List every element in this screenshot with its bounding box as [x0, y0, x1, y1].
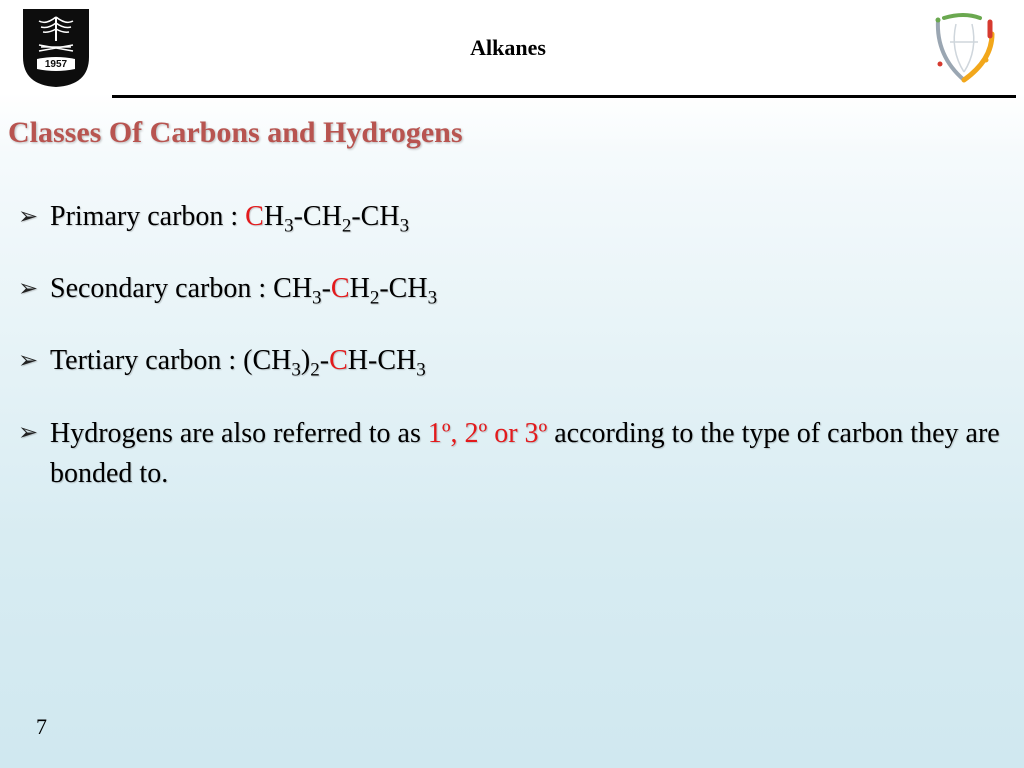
bullet-icon: ➢ — [18, 414, 50, 452]
college-shield-icon — [924, 8, 1004, 88]
bullet-label: Tertiary carbon : — [50, 345, 243, 376]
formula-secondary: CH3-CH2-CH3 — [273, 273, 437, 304]
bullet-icon: ➢ — [18, 342, 50, 380]
chapter-title-wrap: Alkanes — [92, 35, 924, 61]
content-area: ➢ Primary carbon : CH3-CH2-CH3 ➢ Seconda… — [18, 198, 1006, 494]
section-title: Classes Of Carbons and Hydrogens — [8, 116, 1024, 150]
formula-primary: CH3-CH2-CH3 — [245, 201, 409, 232]
bullet-primary-carbon: ➢ Primary carbon : CH3-CH2-CH3 — [18, 198, 1006, 236]
chapter-title: Alkanes — [470, 35, 546, 60]
page-number: 7 — [36, 714, 47, 740]
bullet-icon: ➢ — [18, 270, 50, 308]
note-pre: Hydrogens are also referred to as — [50, 418, 428, 449]
logo-year: 1957 — [45, 59, 68, 70]
bullet-label: Secondary carbon : — [50, 273, 273, 304]
bullet-tertiary-carbon: ➢ Tertiary carbon : (CH3)2-CH-CH3 — [18, 342, 1006, 380]
bullet-secondary-carbon: ➢ Secondary carbon : CH3-CH2-CH3 — [18, 270, 1006, 308]
formula-tertiary: (CH3)2-CH-CH3 — [243, 345, 426, 376]
note-highlight: 1º, 2º or 3º — [428, 418, 547, 449]
header-divider — [112, 95, 1016, 98]
bullet-hydrogen-note: ➢ Hydrogens are also referred to as 1º, … — [18, 414, 1006, 494]
institution-shield-logo: 1957 — [20, 6, 92, 90]
bullet-label: Primary carbon : — [50, 201, 245, 232]
slide-header: 1957 Alkanes — [0, 0, 1024, 95]
bullet-icon: ➢ — [18, 198, 50, 236]
